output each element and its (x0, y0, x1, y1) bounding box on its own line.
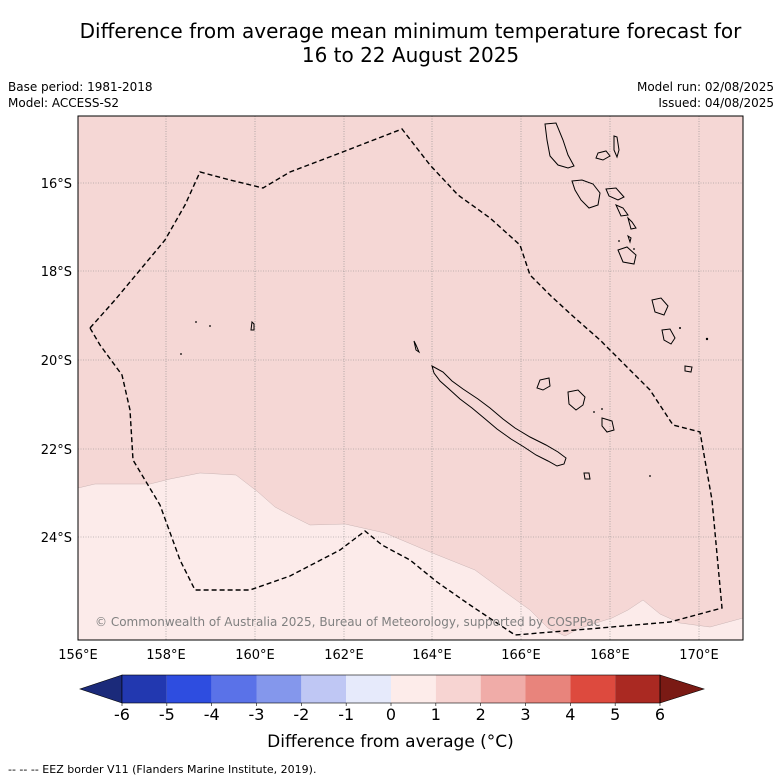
lat-label: 24°S (41, 531, 72, 546)
eez-border (89, 128, 723, 636)
anomaly-region-0-1 (78, 472, 743, 640)
lon-label: 166°E (501, 648, 541, 663)
lon-label: 164°E (412, 648, 452, 663)
longitude-labels: 156°E 158°E 160°E 162°E 164°E 166°E 168°… (58, 648, 719, 663)
colorbar-segment (211, 675, 257, 703)
lat-label: 18°S (41, 265, 72, 280)
colorbar-tick-label: 1 (431, 705, 441, 724)
colorbar-segment (615, 675, 660, 703)
model-run: Model run: 02/08/2025 (636, 80, 774, 94)
colorbar-tick-label: -5 (159, 705, 175, 724)
right-meta: Model run: 02/08/2025 Issued: 04/08/2025 (637, 79, 774, 111)
colorbar-tick-label: -6 (114, 705, 130, 724)
lon-label: 170°E (679, 648, 719, 663)
chart-title: Difference from average mean minimum tem… (40, 19, 781, 67)
colorbar-segment (391, 675, 436, 703)
colorbar-tick-label: 4 (565, 705, 575, 724)
colorbar-tick-label: -2 (293, 705, 309, 724)
lon-label: 160°E (235, 648, 275, 663)
model-name: Model: ACCESS-S2 (8, 96, 120, 110)
latitude-labels: 16°S 18°S 20°S 22°S 24°S (41, 177, 72, 546)
colorbar-segment (122, 675, 167, 703)
issued-date: Issued: 04/08/2025 (658, 96, 774, 110)
colorbar-segment (570, 675, 616, 703)
colorbar-tick-label: -4 (204, 705, 220, 724)
colorbar-segment (256, 675, 302, 703)
islet-dots (180, 240, 709, 477)
colorbar-segment (166, 675, 212, 703)
colorbar-tick-label: 5 (610, 705, 620, 724)
gridlines (78, 116, 743, 640)
title-line-1: Difference from average mean minimum tem… (79, 19, 742, 43)
islands (250, 122, 693, 480)
lat-label: 22°S (41, 443, 72, 458)
colorbar-extend-low (79, 674, 123, 704)
colorbar-tick-label: 3 (520, 705, 530, 724)
colorbar-tick-label: 6 (655, 705, 665, 724)
colorbar (79, 674, 705, 704)
map-frame (77, 115, 744, 641)
colorbar-segment (480, 675, 526, 703)
left-meta: Base period: 1981-2018 Model: ACCESS-S2 (8, 79, 153, 111)
title-line-2: 16 to 22 August 2025 (301, 43, 520, 67)
lon-label: 162°E (324, 648, 364, 663)
colorbar-tick-label: -3 (249, 705, 265, 724)
lat-label: 20°S (41, 354, 72, 369)
new-caledonia-island (431, 364, 567, 467)
lon-label: 158°E (146, 648, 186, 663)
colorbar-label: Difference from average (°C) (267, 732, 514, 752)
eez-legend-note: -- -- -- EEZ border V11 (Flanders Marine… (8, 763, 317, 776)
lon-label: 156°E (58, 648, 98, 663)
lon-label: 168°E (590, 648, 630, 663)
colorbar-segment (525, 675, 571, 703)
colorbar-extend-high (659, 674, 705, 704)
base-period: Base period: 1981-2018 (8, 80, 153, 94)
colorbar-ticks: -6 -5 -4 -3 -2 -1 0 1 2 3 4 5 6 (114, 703, 665, 724)
colorbar-tick-label: 2 (476, 705, 486, 724)
colorbar-segment (301, 675, 347, 703)
colorbar-segment (435, 675, 481, 703)
colorbar-tick-label: 0 (386, 705, 396, 724)
colorbar-tick-label: -1 (338, 705, 354, 724)
colorbar-segment (346, 675, 391, 703)
copyright-text: © Commonwealth of Australia 2025, Bureau… (95, 615, 600, 629)
lat-label: 16°S (41, 177, 72, 192)
